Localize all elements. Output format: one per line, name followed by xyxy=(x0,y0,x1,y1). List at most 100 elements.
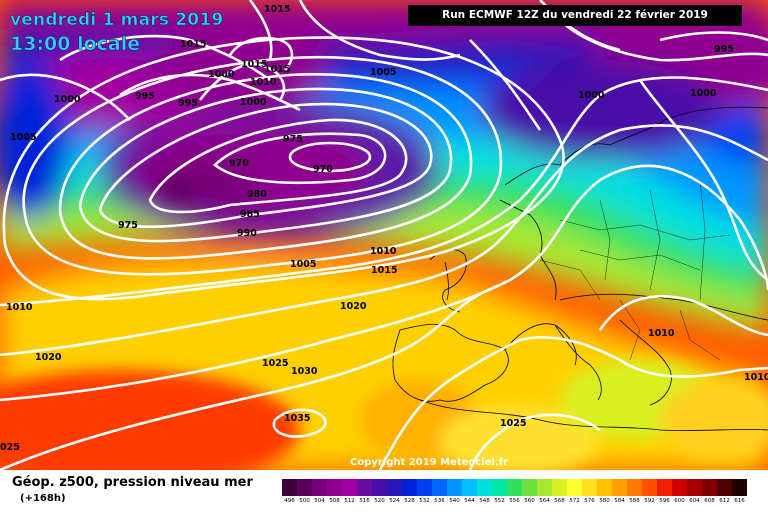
isobar-label: 975 xyxy=(283,134,303,145)
color-scale-value: 604 xyxy=(689,498,700,504)
color-scale-swatch: 500 xyxy=(297,479,312,504)
isobar-label: 1000 xyxy=(578,90,605,101)
color-scale-swatch: 504 xyxy=(312,479,327,504)
color-scale-value: 512 xyxy=(344,498,355,504)
color-scale-value: 524 xyxy=(389,498,400,504)
isobar-label: 1020 xyxy=(35,352,62,363)
color-scale-value: 608 xyxy=(704,498,715,504)
color-scale-value: 496 xyxy=(284,498,295,504)
isobar-label: 1030 xyxy=(291,366,318,377)
color-scale-value: 540 xyxy=(449,498,460,504)
color-scale-value: 584 xyxy=(614,498,625,504)
isobar-label: 995 xyxy=(178,98,198,109)
isobar-label: 1010 xyxy=(648,328,675,339)
isobar-label: 1015 xyxy=(180,39,206,50)
color-scale-swatch: 532 xyxy=(417,479,432,504)
color-scale-value: 568 xyxy=(554,498,565,504)
color-scale-swatch: 552 xyxy=(492,479,507,504)
isobar-label: 1025 xyxy=(262,358,288,369)
color-scale-value: 516 xyxy=(359,498,370,504)
color-scale-swatch: 516 xyxy=(357,479,372,504)
color-scale-value: 532 xyxy=(419,498,430,504)
isobar-label: 990 xyxy=(237,228,257,239)
color-scale-swatch: 592 xyxy=(642,479,657,504)
isobar-label: 1000 xyxy=(240,97,267,108)
color-scale-value: 560 xyxy=(524,498,535,504)
model-run-label: Run ECMWF 12Z du vendredi 22 février 201… xyxy=(408,5,742,26)
color-scale-swatch: 512 xyxy=(342,479,357,504)
forecast-time: 13:00 locale xyxy=(10,33,141,56)
isobar-label: 025 xyxy=(0,442,20,453)
color-scale-swatch: 568 xyxy=(552,479,567,504)
color-scale-value: 552 xyxy=(494,498,505,504)
color-scale-swatch: 496 xyxy=(282,479,297,504)
color-scale-value: 616 xyxy=(734,498,745,504)
color-scale-swatch: 612 xyxy=(717,479,732,504)
isobar-label: 1005 xyxy=(290,259,316,270)
color-scale-swatch: 544 xyxy=(462,479,477,504)
color-scale-value: 504 xyxy=(314,498,325,504)
color-scale-swatch: 540 xyxy=(447,479,462,504)
isobar-label: 1000 xyxy=(208,69,235,80)
color-scale-swatch: 548 xyxy=(477,479,492,504)
color-scale-swatch: 520 xyxy=(372,479,387,504)
color-scale-value: 592 xyxy=(644,498,655,504)
color-scale-swatch: 528 xyxy=(402,479,417,504)
isobar-label: 1015 xyxy=(264,4,290,15)
isobar-label: 970 xyxy=(229,158,249,169)
color-scale-swatch: 584 xyxy=(612,479,627,504)
isobar-label: 1000 xyxy=(54,94,81,105)
color-scale-value: 596 xyxy=(659,498,670,504)
color-scale-value: 500 xyxy=(299,498,310,504)
isobar-label: 970 xyxy=(313,164,333,175)
isobar-label: 985 xyxy=(240,209,260,220)
color-scale-swatch: 564 xyxy=(537,479,552,504)
color-scale-swatch: 556 xyxy=(507,479,522,504)
copyright-text: Copyright 2019 Meteociel.fr xyxy=(350,457,508,468)
color-scale-swatch: 508 xyxy=(327,479,342,504)
country-borders xyxy=(539,179,731,361)
color-scale-swatch: 560 xyxy=(522,479,537,504)
color-scale-value: 536 xyxy=(434,498,445,504)
color-scale-swatch: 572 xyxy=(567,479,582,504)
color-scale-swatch: 588 xyxy=(627,479,642,504)
isobar-label: 1015 xyxy=(371,265,397,276)
color-scale-swatch: 616 xyxy=(732,479,747,504)
isobar-label: 1015 xyxy=(241,59,267,70)
isobar-label: 1010 xyxy=(370,246,397,257)
color-scale-value: 612 xyxy=(719,498,730,504)
isobar-label: 1020 xyxy=(340,301,367,312)
isobar-lines xyxy=(0,0,768,470)
color-scale-value: 520 xyxy=(374,498,385,504)
isobar-label: 995 xyxy=(714,44,734,55)
color-scale-swatch: 600 xyxy=(672,479,687,504)
legend-title: Géop. z500, pression niveau mer xyxy=(12,475,253,490)
isobar-label: 1010 xyxy=(744,372,768,383)
isobar-label: 1015 xyxy=(264,64,290,75)
color-scale-swatch: 604 xyxy=(687,479,702,504)
legend-subtitle: (+168h) xyxy=(20,493,66,504)
geopotential-map: 1015 1015 1015 1015 1010 1000 995 995 10… xyxy=(0,0,768,470)
color-scale-value: 588 xyxy=(629,498,640,504)
isobar-label: 1005 xyxy=(10,132,36,143)
color-scale-swatch: 580 xyxy=(597,479,612,504)
color-scale-value: 548 xyxy=(479,498,490,504)
isobar-label: 1025 xyxy=(500,418,526,429)
color-scale: 496 500 504 508 512 516 520 524 528 532 536 540 544 5… xyxy=(282,479,747,504)
color-scale-value: 556 xyxy=(509,498,520,504)
isobar-label: 1000 xyxy=(690,88,717,99)
isobar-label: 1010 xyxy=(6,302,33,313)
color-scale-value: 544 xyxy=(464,498,475,504)
isobar-label: 995 xyxy=(135,91,155,102)
color-scale-swatch: 576 xyxy=(582,479,597,504)
isobar-labels: 1015 1015 1015 1015 1010 1000 995 995 10… xyxy=(0,4,768,453)
isobar-label: 980 xyxy=(247,189,267,200)
color-scale-swatch: 536 xyxy=(432,479,447,504)
isobar-label: 975 xyxy=(118,220,138,231)
isobar-label: 1035 xyxy=(284,413,310,424)
isobar-label: 1005 xyxy=(370,67,396,78)
color-scale-value: 508 xyxy=(329,498,340,504)
color-scale-swatch: 524 xyxy=(387,479,402,504)
forecast-date: vendredi 1 mars 2019 xyxy=(10,10,224,31)
